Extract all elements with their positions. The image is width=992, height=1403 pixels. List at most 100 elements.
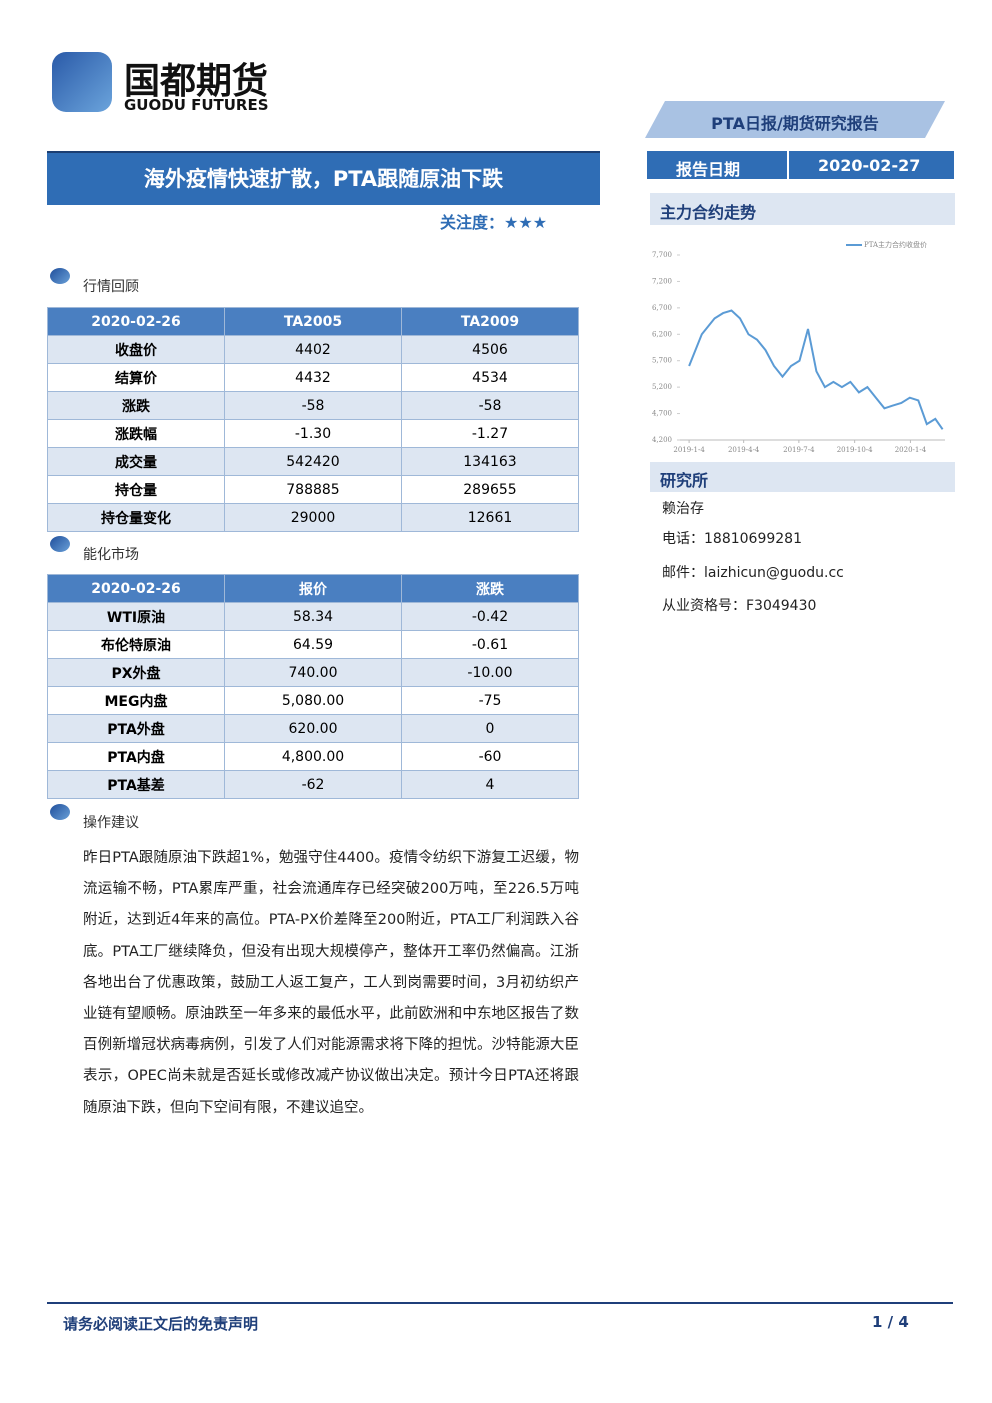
header-cell: TA2009	[401, 307, 579, 336]
header-cell: 涨跌	[401, 574, 579, 603]
date-divider	[787, 151, 789, 179]
footer-rule	[47, 1302, 953, 1304]
y-tick-label: 7,200	[652, 277, 672, 285]
cert: 从业资格号：F3049430	[662, 595, 816, 615]
cell: 收盘价	[47, 335, 225, 364]
phone-value: 18810699281	[704, 531, 802, 547]
cell: 58.34	[224, 602, 402, 631]
cell: 29000	[224, 503, 402, 532]
phone: 电话：18810699281	[662, 528, 802, 548]
cell: 涨跌	[47, 391, 225, 420]
row: MEG内盘 5,080.00 -75	[47, 686, 579, 715]
price-line	[688, 309, 944, 430]
row: PTA外盘 620.00 0	[47, 714, 579, 743]
cell: 持仓量	[47, 475, 225, 504]
cell: 4,800.00	[224, 742, 402, 771]
row: PTA基差 -62 4	[47, 770, 579, 799]
price-chart: 4,200 4,700 5,200 5,700 6,200 6,700 7,200 7,700…	[652, 240, 945, 454]
header-cell: TA2005	[224, 307, 402, 336]
section-icon	[50, 268, 70, 284]
title-band	[47, 151, 600, 205]
cell: 4402	[224, 335, 402, 364]
cell: 4	[401, 770, 579, 799]
row: 持仓量变化 29000 12661	[47, 503, 579, 532]
energy-table: 2020-02-26 报价 涨跌 WTI原油 58.34 -0.42 布伦特原油 64.59-…	[47, 574, 579, 799]
cell: 12661	[401, 503, 579, 532]
cell: -10.00	[401, 658, 579, 687]
cell: PTA外盘	[47, 714, 225, 743]
research-heading: 研究所	[660, 471, 709, 490]
cell: 4534	[401, 363, 579, 392]
x-tick-label: 2019-10-4	[837, 446, 873, 454]
row: 涨跌幅 -1.30 -1.27	[47, 419, 579, 448]
x-tick-label: 2019-7-4	[783, 446, 815, 454]
cell: 542420	[224, 447, 402, 476]
row: 成交量 542420 134163	[47, 447, 579, 476]
header-cell: 2020-02-26	[47, 574, 225, 603]
cell: 结算价	[47, 363, 225, 392]
cell: -58	[224, 391, 402, 420]
attention-label: 关注度：	[440, 213, 505, 232]
cell: 持仓量变化	[47, 503, 225, 532]
email-value: laizhicun@guodu.cc	[704, 565, 844, 581]
analyst: 赖治存	[662, 501, 704, 517]
section-heading: 操作建议	[83, 815, 139, 831]
header-row: 2020-02-26 报价 涨跌	[47, 574, 579, 603]
y-tick-label: 4,200	[652, 436, 672, 444]
section-icon	[50, 804, 70, 820]
cell: 134163	[401, 447, 579, 476]
cell: 64.59	[224, 630, 402, 659]
email: 邮件：laizhicun@guodu.cc	[662, 562, 844, 582]
y-tick-label: 5,700	[652, 357, 672, 365]
x-tick-label: 2020-1-4	[895, 446, 927, 454]
logo-icon	[52, 52, 112, 112]
header-cell: 2020-02-26	[47, 307, 225, 336]
x-tick-label: 2019-1-4	[673, 446, 705, 454]
row: PX外盘 740.00 -10.00	[47, 658, 579, 687]
cell: -58	[401, 391, 579, 420]
legend-label: PTA主力合约收盘价	[864, 240, 927, 249]
chart-heading-band	[650, 193, 955, 225]
row: 涨跌 -58 -58	[47, 391, 579, 420]
cell: 4506	[401, 335, 579, 364]
section-icon	[50, 536, 70, 552]
y-tick-label: 6,700	[652, 304, 672, 312]
row: 持仓量 788885 289655	[47, 475, 579, 504]
date-label: 报告日期	[676, 160, 741, 179]
report-title: 海外疫情快速扩散，PTA跟随原油下跌	[143, 167, 504, 191]
logo-en: GUODU FUTURES	[124, 96, 269, 114]
cell: 620.00	[224, 714, 402, 743]
cell: PTA内盘	[47, 742, 225, 771]
cell: 740.00	[224, 658, 402, 687]
cell: 布伦特原油	[47, 630, 225, 659]
logo-cn: 国都期货	[124, 61, 269, 102]
cell: -1.27	[401, 419, 579, 448]
date-band	[647, 151, 954, 179]
y-tick-label: 4,700	[652, 410, 672, 418]
y-tick-label: 5,200	[652, 383, 672, 391]
cell: 成交量	[47, 447, 225, 476]
report-type-band	[645, 101, 945, 138]
cell: MEG内盘	[47, 686, 225, 715]
page-number: 1 / 4	[872, 1313, 909, 1331]
cert-value: F3049430	[746, 598, 817, 614]
row: 结算价 4432 4534	[47, 363, 579, 392]
cell: 5,080.00	[224, 686, 402, 715]
cell: -0.42	[401, 602, 579, 631]
market-table: 2020-02-26 TA2005 TA2009 收盘价 4402 4506 结算价 4432…	[47, 307, 579, 532]
report-type: PTA日报/期货研究报告	[711, 114, 879, 133]
cell: -1.30	[224, 419, 402, 448]
y-tick-label: 6,200	[652, 330, 672, 338]
cell: PX外盘	[47, 658, 225, 687]
cell: 4432	[224, 363, 402, 392]
cell: 0	[401, 714, 579, 743]
cell: -0.61	[401, 630, 579, 659]
x-tick-label: 2019-4-4	[728, 446, 760, 454]
cell: -60	[401, 742, 579, 771]
section-heading: 行情回顾	[83, 279, 139, 295]
header-cell: 报价	[224, 574, 402, 603]
date: 2020-02-27	[818, 156, 921, 175]
cell: 289655	[401, 475, 579, 504]
